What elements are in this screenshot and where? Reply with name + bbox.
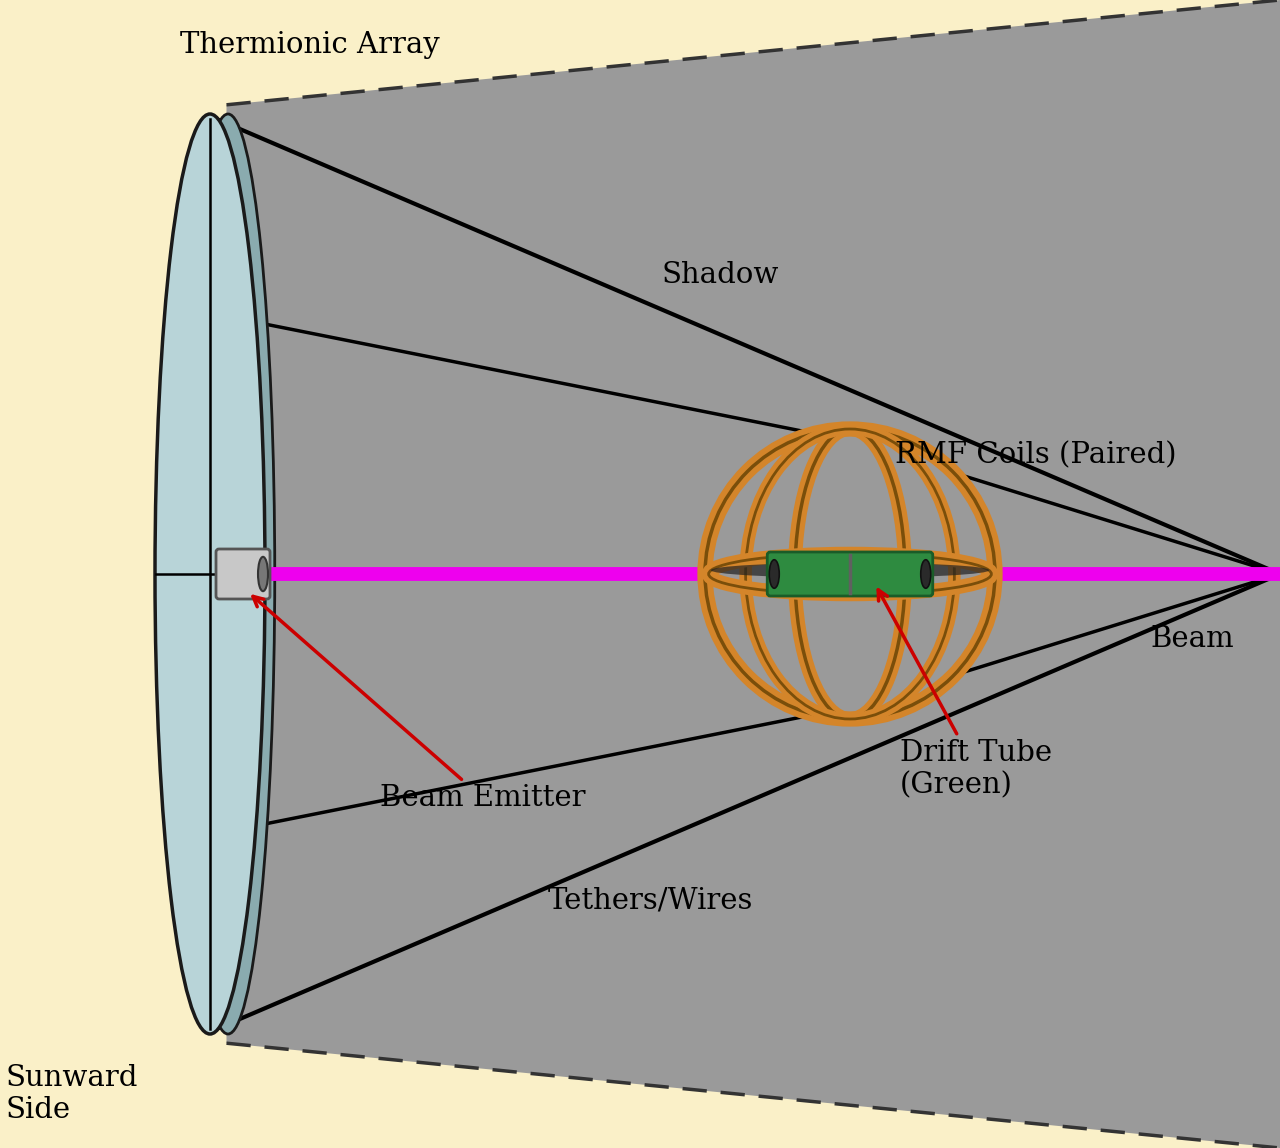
FancyBboxPatch shape bbox=[216, 549, 270, 599]
Text: Drift Tube
(Green): Drift Tube (Green) bbox=[878, 590, 1052, 799]
Text: Beam Emitter: Beam Emitter bbox=[253, 597, 585, 812]
Circle shape bbox=[703, 426, 998, 722]
Ellipse shape bbox=[259, 557, 268, 591]
FancyBboxPatch shape bbox=[767, 552, 933, 596]
Text: Sunward
Side: Sunward Side bbox=[5, 1064, 137, 1124]
Ellipse shape bbox=[710, 563, 989, 577]
Text: Beam: Beam bbox=[1149, 625, 1234, 653]
Text: Tethers/Wires: Tethers/Wires bbox=[548, 886, 753, 915]
Ellipse shape bbox=[769, 560, 780, 588]
Text: Shadow: Shadow bbox=[662, 261, 778, 289]
Polygon shape bbox=[227, 0, 1280, 1148]
Ellipse shape bbox=[182, 114, 275, 1034]
Ellipse shape bbox=[920, 560, 931, 588]
Text: RMF Coils (Paired): RMF Coils (Paired) bbox=[895, 442, 1176, 470]
Text: Thermionic Array: Thermionic Array bbox=[180, 31, 440, 59]
Ellipse shape bbox=[155, 114, 265, 1034]
